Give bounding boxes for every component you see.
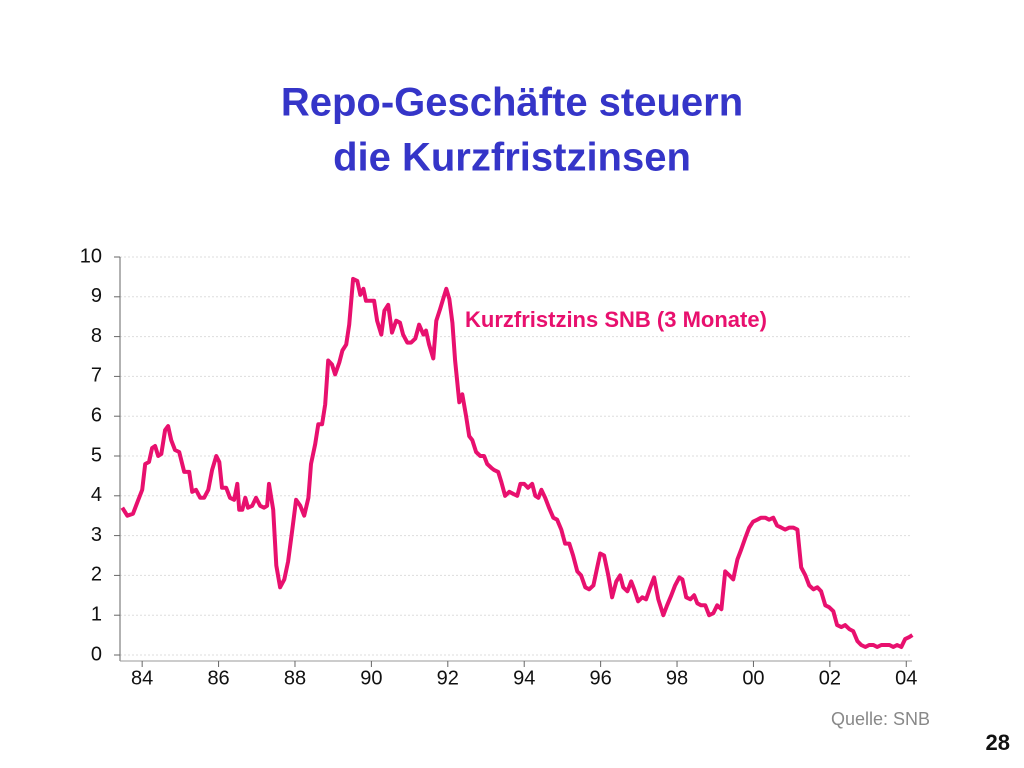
y-tick-label: 8 <box>91 325 102 347</box>
page-number: 28 <box>986 730 1010 755</box>
series-line <box>120 276 914 649</box>
x-tick-label: 96 <box>590 667 612 689</box>
title-line: die Kurzfristzinsen <box>333 136 691 180</box>
x-tick-label: 88 <box>284 667 306 689</box>
x-tick-label: 92 <box>437 667 459 689</box>
x-tick-label: 02 <box>819 667 841 689</box>
y-tick-label: 7 <box>91 365 102 387</box>
y-tick-label: 6 <box>91 404 102 426</box>
y-tick-label: 3 <box>91 524 102 546</box>
series-label: Kurzfristzins SNB (3 Monate) <box>465 307 767 332</box>
x-tick-label: 00 <box>742 667 764 689</box>
y-tick-label: 0 <box>91 643 102 665</box>
y-tick-label: 2 <box>91 564 102 586</box>
y-tick-label: 4 <box>91 484 102 506</box>
x-tick-label: 94 <box>513 667 535 689</box>
y-tick-label: 9 <box>91 285 102 307</box>
x-tick-label: 84 <box>131 667 153 689</box>
y-tick-label: 1 <box>91 603 102 625</box>
y-tick-label: 5 <box>91 444 102 466</box>
source: Quelle: SNB <box>831 709 930 729</box>
x-tick-label: 86 <box>207 667 229 689</box>
title-line: Repo-Geschäfte steuern <box>281 81 743 125</box>
x-tick-label: 98 <box>666 667 688 689</box>
y-tick-label: 10 <box>80 245 102 267</box>
x-tick-label: 04 <box>895 667 917 689</box>
x-tick-label: 90 <box>360 667 382 689</box>
